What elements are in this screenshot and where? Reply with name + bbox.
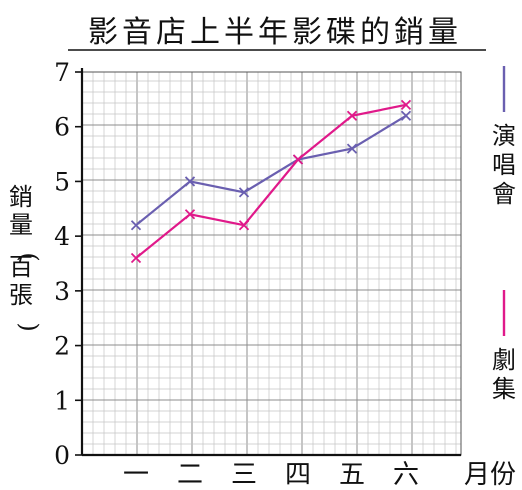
grid-border xyxy=(81,71,462,456)
chart-title: 影音店上半年影碟的銷量 xyxy=(88,15,462,50)
y-axis-label: 銷量 (百張) xyxy=(9,183,43,332)
data-point xyxy=(292,154,304,165)
data-point xyxy=(238,187,250,198)
chart-axes xyxy=(80,68,461,457)
y-tick-label: 5 xyxy=(54,167,70,196)
x-tick-label: 五 xyxy=(339,460,365,490)
legend-label-char: 會 xyxy=(492,180,516,208)
data-point xyxy=(400,110,412,121)
y-tick-label: 0 xyxy=(54,441,70,470)
y-tick-label: 3 xyxy=(54,277,70,306)
series-line xyxy=(135,114,407,227)
legend-label-char: 演 xyxy=(492,122,516,150)
series-line xyxy=(135,103,407,259)
y-tick-label: 7 xyxy=(54,58,70,87)
y-tick-label: 4 xyxy=(54,222,70,251)
x-tick-label: 二 xyxy=(177,460,203,490)
legend-label-char: 唱 xyxy=(492,151,516,179)
data-point xyxy=(346,143,358,154)
data-point xyxy=(130,252,142,264)
y-axis-label-char: ) xyxy=(15,322,43,331)
y-axis-label-char: ( xyxy=(15,252,43,261)
chart-series xyxy=(130,99,412,264)
data-point xyxy=(130,220,142,231)
legend-label-char: 劇 xyxy=(492,346,516,374)
chart-ticks: 0 1 2 3 4 5 6 7 一二三四五六 xyxy=(54,58,419,490)
y-axis-label-char: 百 xyxy=(9,253,33,281)
data-point xyxy=(238,220,250,231)
y-tick-label: 6 xyxy=(54,113,70,142)
y-tick-label: 2 xyxy=(54,332,70,361)
data-point xyxy=(184,209,196,220)
data-point xyxy=(346,110,358,121)
x-tick-label: 六 xyxy=(393,460,419,490)
x-axis-label: 月份 xyxy=(464,460,516,490)
data-point xyxy=(184,176,196,187)
data-point xyxy=(400,99,412,110)
x-tick-label: 四 xyxy=(285,460,311,490)
y-axis-label-char: 量 xyxy=(9,211,33,239)
x-tick-label: 一 xyxy=(123,460,149,490)
chart-grid xyxy=(81,71,462,456)
y-axis-label-char: 張 xyxy=(9,281,33,309)
y-tick-label: 1 xyxy=(54,386,70,415)
legend-label-char: 集 xyxy=(492,375,516,403)
x-tick-label: 三 xyxy=(231,460,257,490)
y-axis-label-char: 銷 xyxy=(9,183,33,211)
